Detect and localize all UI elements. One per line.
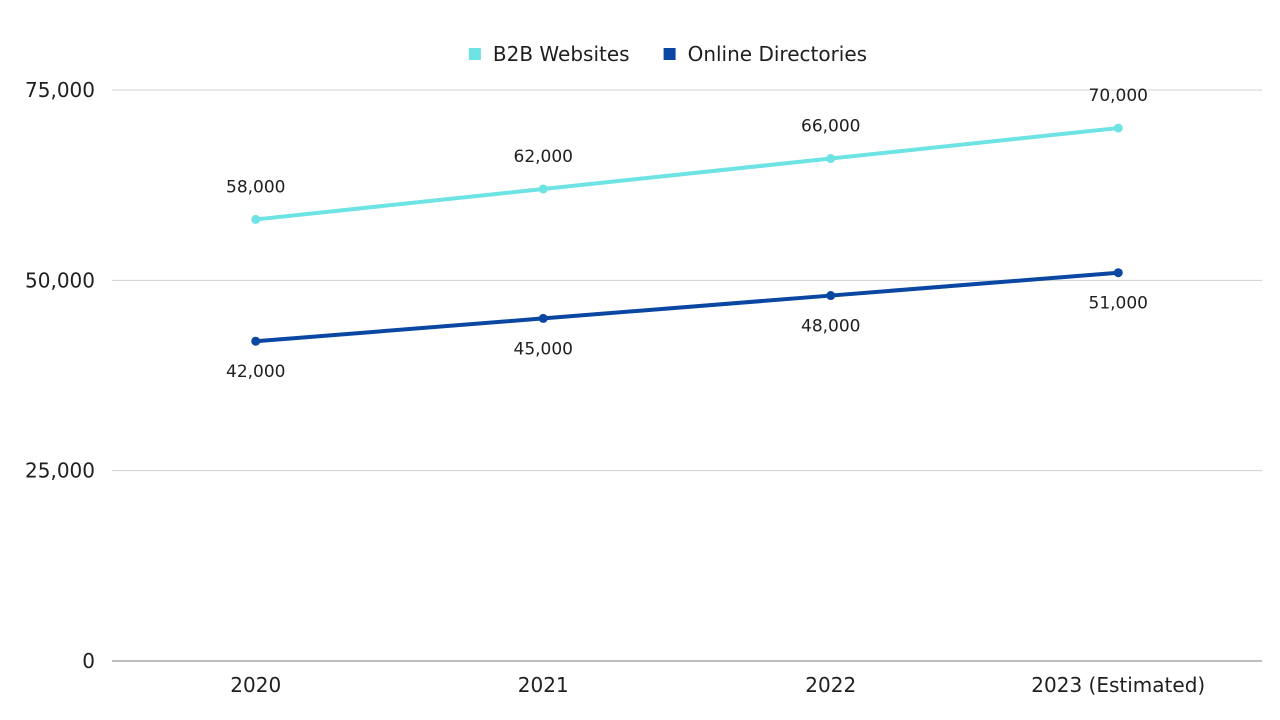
data-label-b2b-websites: 70,000 [1089,86,1148,106]
data-point-online-directories [826,291,836,301]
data-point-b2b-websites [538,184,548,194]
data-label-online-directories: 42,000 [226,362,285,382]
gridlines [112,89,1262,662]
series-line-b2b-websites [253,126,1121,222]
data-point-b2b-websites [826,154,836,164]
data-point-online-directories [1113,268,1123,278]
data-point-online-directories [251,336,261,346]
y-tick-label: 50,000 [25,268,95,292]
series-layer [251,123,1123,346]
series-line-online-directories [253,270,1121,344]
legend-swatch [663,48,676,60]
legend-item-online-directories: Online Directories [663,42,868,66]
y-tick-label: 0 [82,649,95,673]
x-tick-label: 2020 [230,673,281,697]
x-tick-label: 2021 [518,673,569,697]
data-label-online-directories: 45,000 [514,339,573,359]
x-tick-label: 2022 [805,673,856,697]
y-tick-label: 75,000 [25,78,95,102]
data-point-b2b-websites [1113,123,1123,133]
legend-label: B2B Websites [493,42,630,66]
data-point-online-directories [538,313,548,323]
data-label-b2b-websites: 66,000 [801,117,860,137]
data-label-online-directories: 51,000 [1089,294,1148,314]
y-axis: 0 25,000 50,000 75,000 [25,78,95,673]
data-label-b2b-websites: 58,000 [226,177,285,197]
legend-label: Online Directories [688,42,868,66]
data-label-b2b-websites: 62,000 [514,147,573,167]
x-tick-label: 2023 (Estimated) [1031,673,1205,697]
data-point-b2b-websites [251,214,261,224]
legend: B2B Websites Online Directories [468,42,868,66]
data-labels: 58,000 62,000 66,000 70,000 42,000 45,000 48,0… [226,86,1148,382]
legend-swatch [468,48,481,60]
x-axis: 2020 2021 2022 2023 (Estimated) [230,673,1205,697]
y-tick-label: 25,000 [25,459,95,483]
data-label-online-directories: 48,000 [801,317,860,337]
legend-item-b2b-websites: B2B Websites [468,42,630,66]
